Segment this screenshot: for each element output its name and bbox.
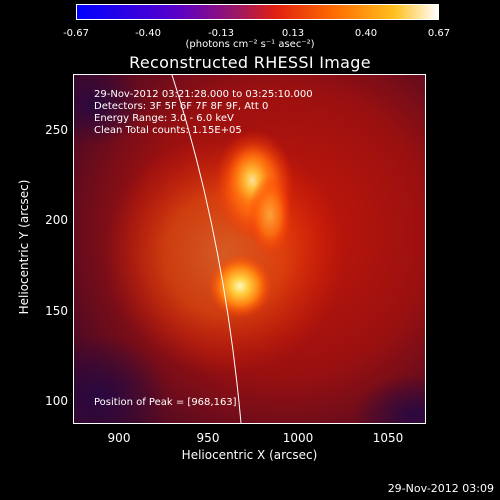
- image-title: Reconstructed RHESSI Image: [129, 53, 371, 72]
- y-tick-label: 100: [45, 394, 68, 408]
- colorbar: [76, 4, 439, 20]
- colorbar-tick: 0.40: [354, 28, 378, 39]
- x-tick-label: 900: [107, 431, 131, 445]
- y-tick-label: 200: [45, 213, 68, 227]
- timestamp: 29-Nov-2012 03:09: [387, 482, 494, 495]
- detectors-text: Detectors: 3F 5F 6F 7F 8F 9F, Att 0: [94, 101, 269, 112]
- y-tick-label: 150: [45, 304, 68, 318]
- colorbar-tick: -0.40: [135, 28, 161, 39]
- solar-limb-line: [171, 75, 242, 423]
- time-range-text: 29-Nov-2012 03:21:28.000 to 03:25:10.000: [94, 89, 313, 100]
- peak-position-text: Position of Peak = [968,163]: [94, 397, 237, 408]
- rhessi-image: [74, 75, 425, 423]
- y-tick-label: 250: [45, 123, 68, 137]
- colorbar-tick: 0.67: [427, 28, 451, 39]
- colorbar-unit-label: (photons cm⁻² s⁻¹ asec⁻²): [185, 39, 315, 50]
- colorbar-tick: 0.13: [281, 28, 305, 39]
- colorbar-tick: -0.13: [208, 28, 234, 39]
- clean-counts-text: Clean Total counts: 1.15E+05: [94, 125, 242, 136]
- colorbar-tick: -0.67: [63, 28, 89, 39]
- x-tick-label: 950: [196, 431, 220, 445]
- y-axis-label: Heliocentric Y (arcsec): [17, 179, 31, 315]
- x-tick-label: 1000: [282, 431, 314, 445]
- rhessi-image-panel: 29-Nov-2012 03:21:28.000 to 03:25:10.000…: [73, 74, 426, 424]
- x-tick-label: 1050: [372, 431, 404, 445]
- x-axis-label: Heliocentric X (arcsec): [181, 448, 318, 462]
- energy-range-text: Energy Range: 3.0 - 6.0 keV: [94, 113, 234, 124]
